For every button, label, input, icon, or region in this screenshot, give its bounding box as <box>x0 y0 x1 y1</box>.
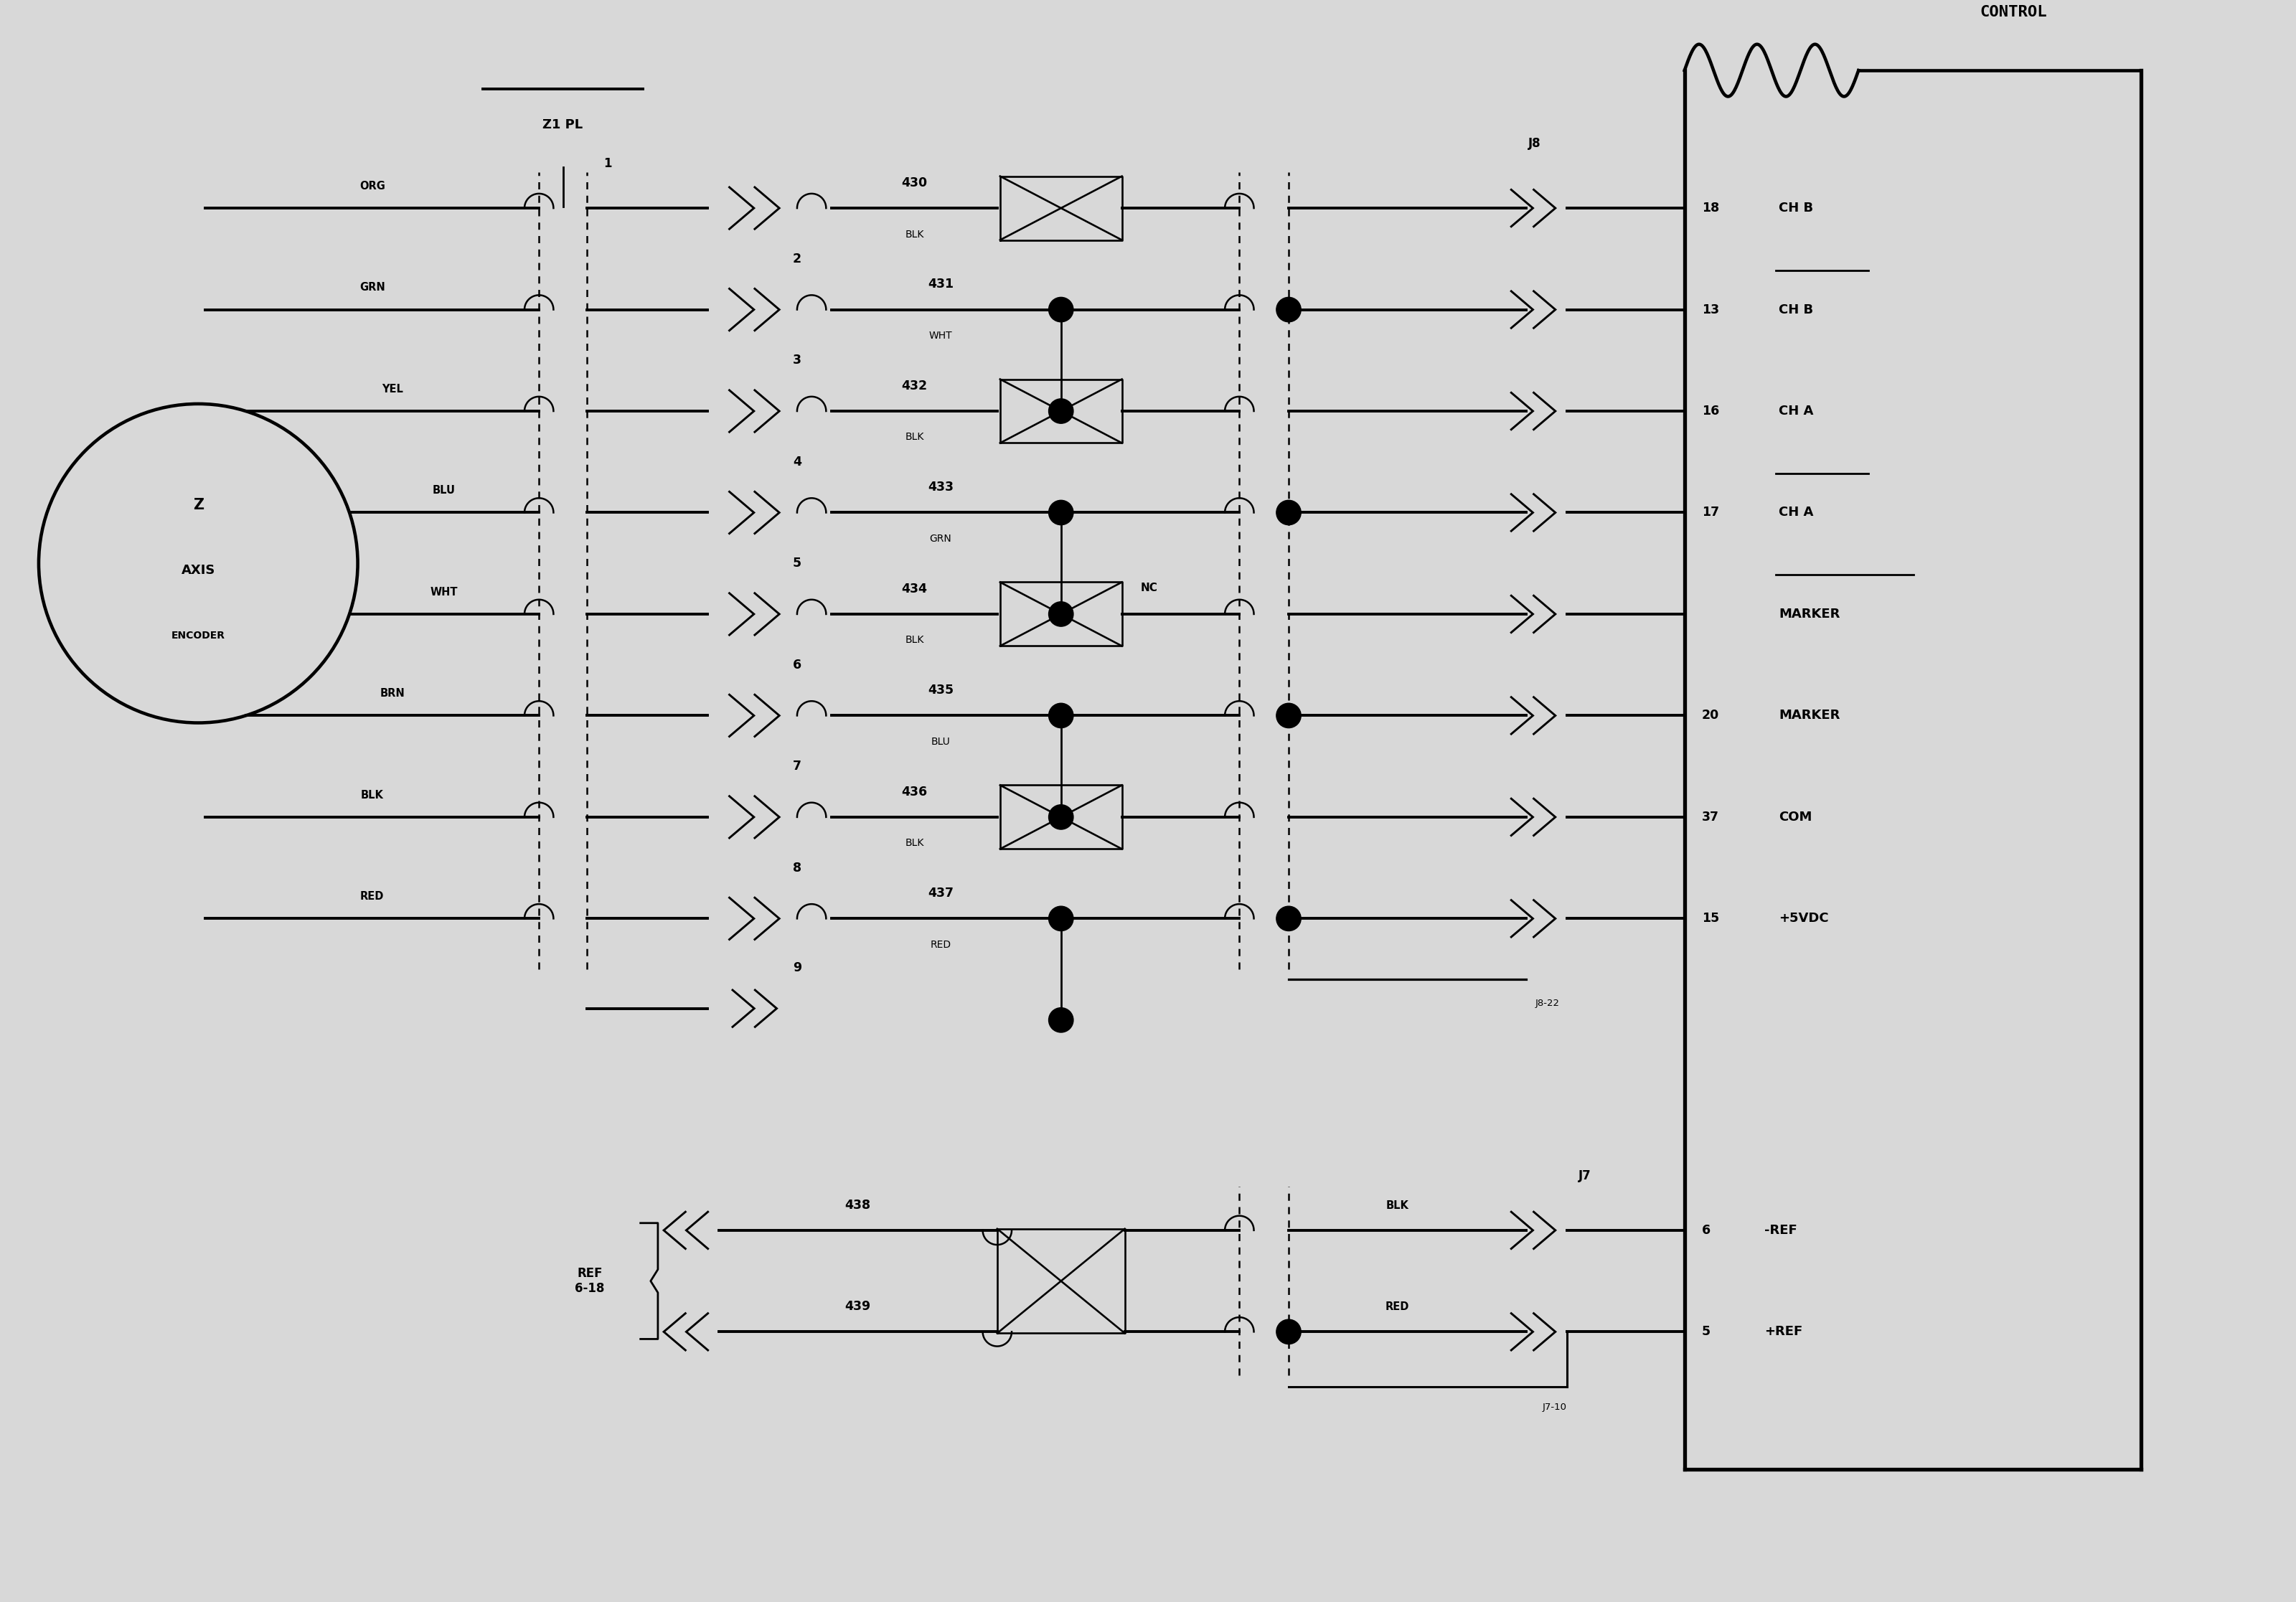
Text: 15: 15 <box>1701 912 1720 924</box>
Text: 17: 17 <box>1701 506 1720 519</box>
Text: +REF: +REF <box>1763 1325 1802 1338</box>
Text: CH A: CH A <box>1779 405 1814 418</box>
Text: RED: RED <box>360 891 383 902</box>
Circle shape <box>1277 703 1302 727</box>
Text: 1: 1 <box>604 157 611 170</box>
Text: RED: RED <box>930 940 951 950</box>
Circle shape <box>1049 804 1072 830</box>
Text: WHT: WHT <box>930 330 953 341</box>
Text: 438: 438 <box>845 1198 870 1211</box>
Text: 3: 3 <box>792 354 801 367</box>
Text: YEL: YEL <box>381 383 404 394</box>
Text: ENCODER: ENCODER <box>172 631 225 641</box>
Text: +5VDC: +5VDC <box>1779 912 1828 924</box>
Circle shape <box>1049 703 1072 727</box>
Text: 6: 6 <box>1701 1224 1711 1237</box>
Text: 437: 437 <box>928 888 953 900</box>
Text: 8: 8 <box>792 862 801 875</box>
Circle shape <box>1277 1320 1302 1344</box>
Text: CONTROL: CONTROL <box>1979 5 2048 19</box>
Text: CH A: CH A <box>1779 506 1814 519</box>
Text: J8-22: J8-22 <box>1536 998 1559 1008</box>
Circle shape <box>1277 907 1302 931</box>
Text: 6: 6 <box>792 658 801 671</box>
Text: CH B: CH B <box>1779 202 1814 215</box>
Text: 433: 433 <box>928 481 953 493</box>
Text: COM: COM <box>1779 811 1812 823</box>
Text: REF
6-18: REF 6-18 <box>574 1267 604 1294</box>
Text: CH B: CH B <box>1779 303 1814 316</box>
Text: J7: J7 <box>1580 1169 1591 1182</box>
Text: BLU: BLU <box>432 485 455 497</box>
Circle shape <box>1277 500 1302 525</box>
Text: BLK: BLK <box>1387 1200 1410 1211</box>
Text: BLK: BLK <box>905 433 923 442</box>
Text: 20: 20 <box>1701 710 1720 723</box>
Text: 7: 7 <box>792 759 801 772</box>
Text: 431: 431 <box>928 277 953 290</box>
Circle shape <box>1049 1008 1072 1032</box>
Text: 2: 2 <box>792 253 801 266</box>
Text: 435: 435 <box>928 684 953 697</box>
Text: BLK: BLK <box>360 790 383 801</box>
Text: GRN: GRN <box>930 533 951 543</box>
Text: 4: 4 <box>792 455 801 468</box>
Text: 13: 13 <box>1701 303 1720 316</box>
Text: NC: NC <box>1141 582 1157 593</box>
Text: GRN: GRN <box>360 282 386 293</box>
Text: MARKER: MARKER <box>1779 607 1839 620</box>
Text: BLU: BLU <box>932 737 951 747</box>
Text: BRN: BRN <box>379 689 404 698</box>
Text: WHT: WHT <box>429 586 457 598</box>
Text: RED: RED <box>1384 1301 1410 1312</box>
Text: BLK: BLK <box>905 229 923 239</box>
Text: 16: 16 <box>1701 405 1720 418</box>
Circle shape <box>1277 298 1302 322</box>
Text: 432: 432 <box>902 380 928 392</box>
Text: 439: 439 <box>845 1299 870 1314</box>
Circle shape <box>1049 602 1072 626</box>
Text: 37: 37 <box>1701 811 1720 823</box>
Circle shape <box>1049 298 1072 322</box>
Text: 9: 9 <box>792 961 801 974</box>
Text: 5: 5 <box>792 557 801 570</box>
Text: Z1 PL: Z1 PL <box>542 119 583 131</box>
Text: Z: Z <box>193 498 204 513</box>
Text: MARKER: MARKER <box>1779 710 1839 723</box>
Text: 436: 436 <box>902 785 928 798</box>
Text: 18: 18 <box>1701 202 1720 215</box>
Circle shape <box>1049 907 1072 931</box>
Circle shape <box>1049 500 1072 525</box>
Text: ORG: ORG <box>360 181 386 191</box>
Text: AXIS: AXIS <box>181 564 216 577</box>
Text: 5: 5 <box>1701 1325 1711 1338</box>
Text: J7-10: J7-10 <box>1543 1403 1566 1413</box>
Circle shape <box>1049 399 1072 423</box>
Text: 430: 430 <box>902 176 928 189</box>
Text: J8: J8 <box>1527 138 1541 151</box>
Text: BLK: BLK <box>905 838 923 847</box>
Text: 434: 434 <box>902 582 928 596</box>
Text: -REF: -REF <box>1763 1224 1798 1237</box>
Text: BLK: BLK <box>905 634 923 646</box>
